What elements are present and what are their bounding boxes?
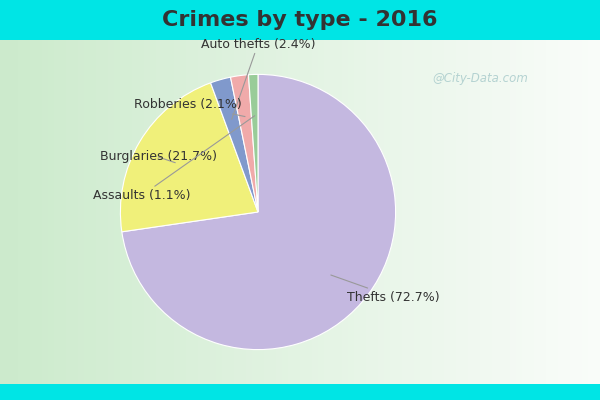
Text: @City-Data.com: @City-Data.com	[432, 72, 528, 85]
Wedge shape	[121, 83, 258, 232]
Text: Robberies (2.1%): Robberies (2.1%)	[134, 98, 245, 116]
Wedge shape	[211, 77, 258, 212]
Text: Thefts (72.7%): Thefts (72.7%)	[331, 275, 440, 304]
Wedge shape	[230, 75, 258, 212]
Wedge shape	[248, 74, 258, 212]
Text: Burglaries (21.7%): Burglaries (21.7%)	[100, 150, 217, 164]
Text: Assaults (1.1%): Assaults (1.1%)	[93, 116, 254, 202]
Text: Auto thefts (2.4%): Auto thefts (2.4%)	[201, 38, 315, 119]
Text: Crimes by type - 2016: Crimes by type - 2016	[162, 10, 438, 30]
Wedge shape	[122, 74, 395, 350]
